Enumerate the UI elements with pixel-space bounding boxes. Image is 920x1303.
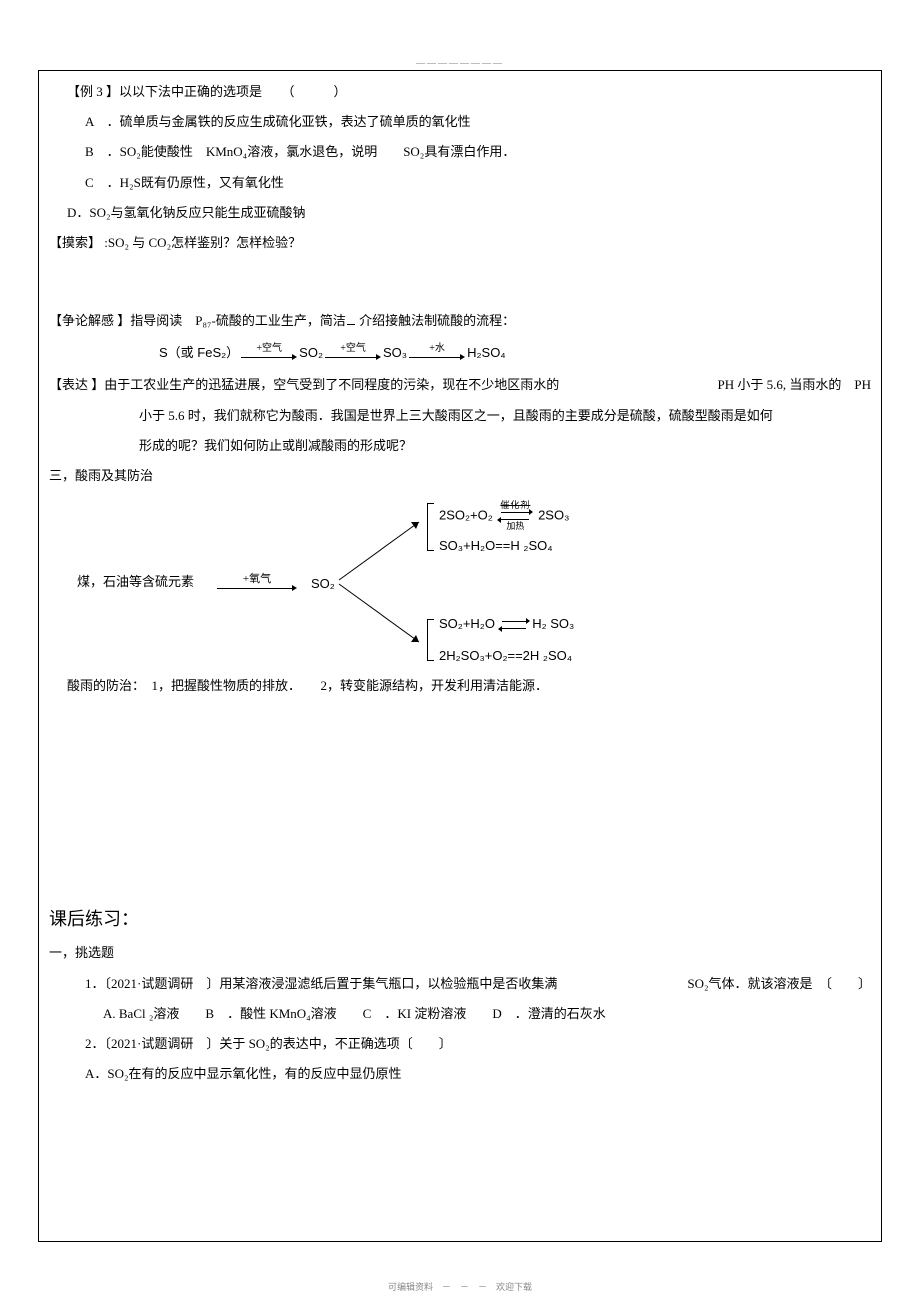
bracket-bottom (427, 619, 434, 661)
chain-node-2: SO₃ (383, 344, 407, 362)
practice-section: 一，挑选题 (49, 944, 871, 962)
example3-optD: D．SO₂与氢氧化钠反应只能生成亚硫酸钠 (49, 204, 871, 222)
practice-title: 课后练习： (49, 907, 871, 932)
eq1-left: 2SO₂+O₂ (439, 508, 493, 523)
chain-arrow-3: +水 (409, 342, 465, 362)
eq1-catalyst: 催化剂 加热 (498, 501, 532, 531)
chain-arrow-2: +空气 (325, 342, 381, 362)
express-line1: 【表达 】 由于工农业生产的迅猛进展，空气受到了不同程度的污染，现在不少地区雨水… (49, 376, 871, 394)
q1-opts: A. BaCl ₂溶液 B ．酸性 KMnO₄溶液 C ．KI 淀粉溶液 D ．… (49, 1005, 871, 1023)
floor-mark (347, 314, 355, 325)
chain-node-3: H₂SO₄ (467, 344, 506, 362)
reaction-chain: S（或 FeS₂） +空气 SO₂ +空气 SO₃ +水 H₂SO₄ (49, 342, 871, 362)
q1-line: 1．〔2021·试题调研 〕用某溶液浸湿滤纸后置于集气瓶口，以检验瓶中是否收集满… (49, 975, 871, 993)
eq3-left: SO₂+H₂O (439, 616, 495, 631)
eq3: SO₂+H₂O H₂ SO₃ (439, 615, 574, 633)
eq1-top: 催化剂 (500, 501, 530, 510)
eq4: 2H₂SO₃+O₂==2H ₂SO₄ (439, 647, 572, 665)
discuss-line: 【争论解感 】指导阅读 P₈₇-硫酸的工业生产，简洁 介绍接触法制硫酸的流程： (49, 312, 871, 330)
eq2: SO₃+H₂O==H ₂SO₄ (439, 537, 553, 555)
example3-optC: C ．H₂S既有仍原性，又有氧化性 (49, 174, 871, 192)
eq3-arrow (499, 619, 529, 631)
q2-stem: 2．〔2021·试题调研 〕关于 SO₂的表达中，不正确选项〔 〕 (49, 1035, 871, 1053)
section3-title: 三，酸雨及其防治 (49, 467, 871, 485)
express-l3: 形成的呢？我们如何防止或削减酸雨的形成呢？ (49, 437, 871, 455)
chain-start: S（或 FeS₂） (159, 344, 239, 362)
explore-text: 【摸索】 :SO₂ 与 CO₂怎样鉴别？怎样检验？ (49, 234, 871, 252)
example3-optA: A ．硫单质与金属铁的反应生成硫化亚铁，表达了硫单质的氧化性 (49, 113, 871, 131)
control-text: 酸雨的防治： 1，把握酸性物质的排放． 2，转变能源结构，开发利用清洁能源． (49, 677, 871, 695)
discuss-lead: 【争论解感 】指导阅读 P₈₇-硫酸的工业生产，简洁 (49, 313, 346, 328)
example3-title: 【例 3 】以以下法中正确的选项是 （ ） (49, 83, 871, 101)
page-footer: 可编辑资料 － － － 欢迎下载 (0, 1280, 920, 1293)
express-l1a: 由于工农业生产的迅猛进展，空气受到了不同程度的污染，现在不少地区雨水的 (104, 376, 717, 394)
eq3-right: H₂ SO₃ (532, 616, 574, 631)
acid-rain-diagram: 煤，石油等含硫元素 +氧气 SO₂ 2SO₂+O₂ 催化剂 加热 2SO₃ SO… (49, 497, 871, 667)
express-l2: 小于 5.6 时，我们就称它为酸雨．我国是世界上三大酸雨区之一，且酸雨的主要成分… (49, 407, 871, 425)
eq1-right: 2SO₃ (538, 508, 569, 523)
example3-optB: B ．SO₂能使酸性 KMnO₄溶液，氯水退色，说明 SO₂具有漂白作用． (49, 143, 871, 161)
diagram-left: 煤，石油等含硫元素 (77, 573, 194, 591)
q2-optA: A．SO₂在有的反应中显示氧化性，有的反应中显仍原性 (49, 1065, 871, 1083)
express-l1b: PH 小于 5.6, 当雨水的 PH (718, 376, 872, 394)
chain-node-1: SO₂ (299, 344, 323, 362)
chain-arrow-1: +空气 (241, 342, 297, 362)
diagram-center: SO₂ (311, 575, 335, 593)
diagram-left-arrow: +氧气 (217, 569, 297, 593)
eq1: 2SO₂+O₂ 催化剂 加热 2SO₃ (439, 501, 569, 531)
express-tag: 【表达 】 (49, 376, 104, 394)
discuss-tail: 介绍接触法制硫酸的流程： (359, 313, 515, 328)
q1-stem-a: 1．〔2021·试题调研 〕用某溶液浸湿滤纸后置于集气瓶口，以检验瓶中是否收集满 (85, 975, 687, 993)
content-frame: 【例 3 】以以下法中正确的选项是 （ ） A ．硫单质与金属铁的反应生成硫化亚… (38, 70, 882, 1242)
header-ornament: ———————— (416, 58, 504, 68)
eq1-bottom: 加热 (506, 522, 524, 531)
q1-stem-b: SO₂气体．就该溶液是 〔 〕 (687, 975, 871, 993)
bracket-top (427, 503, 434, 551)
